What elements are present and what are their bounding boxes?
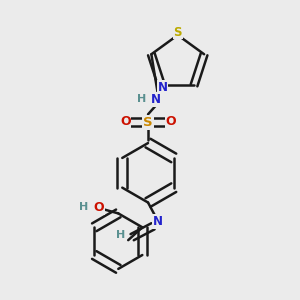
Text: O: O bbox=[120, 115, 130, 128]
Text: N: N bbox=[151, 93, 161, 106]
Text: N: N bbox=[153, 215, 163, 228]
Text: O: O bbox=[93, 201, 104, 214]
Text: S: S bbox=[143, 116, 153, 129]
Text: H: H bbox=[79, 202, 88, 212]
Text: H: H bbox=[116, 230, 125, 240]
Text: O: O bbox=[166, 115, 176, 128]
Text: H: H bbox=[137, 94, 147, 104]
Text: N: N bbox=[158, 81, 167, 94]
Text: S: S bbox=[173, 26, 182, 39]
